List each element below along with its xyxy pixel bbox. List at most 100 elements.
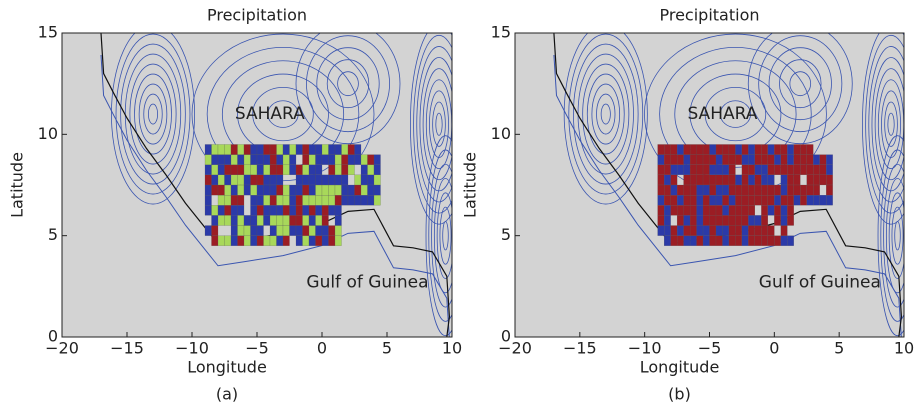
cell: [270, 236, 277, 246]
cell: [231, 175, 238, 185]
x-tick-label: 0: [317, 339, 327, 358]
cell: [361, 165, 368, 175]
cell: [742, 215, 749, 225]
cell: [768, 236, 775, 246]
cell: [794, 155, 801, 165]
cell: [283, 226, 290, 236]
cell: [813, 185, 820, 195]
cell: [283, 144, 290, 154]
cell: [277, 155, 284, 165]
cell: [671, 185, 678, 195]
cell: [303, 155, 310, 165]
cell: [800, 195, 807, 205]
cell: [710, 215, 717, 225]
y-tick-label: 10: [38, 124, 58, 143]
cell: [748, 144, 755, 154]
cell: [735, 215, 742, 225]
cell: [329, 165, 336, 175]
cell: [251, 155, 258, 165]
cell: [684, 185, 691, 195]
cell: [710, 185, 717, 195]
cell: [218, 165, 225, 175]
cell: [664, 185, 671, 195]
cell: [218, 205, 225, 215]
cell: [270, 215, 277, 225]
cell: [722, 236, 729, 246]
cell: [283, 185, 290, 195]
cell: [703, 215, 710, 225]
cell: [807, 195, 814, 205]
cell: [722, 185, 729, 195]
cell: [342, 144, 349, 154]
cell: [212, 185, 219, 195]
cell: [774, 165, 781, 175]
cell: [335, 165, 342, 175]
cell: [238, 165, 245, 175]
cell: [807, 185, 814, 195]
cell: [735, 144, 742, 154]
cell: [729, 205, 736, 215]
cell: [303, 195, 310, 205]
cell: [768, 165, 775, 175]
cell: [290, 205, 297, 215]
cell: [264, 205, 271, 215]
cell: [251, 226, 258, 236]
cell: [231, 165, 238, 175]
cell: [316, 205, 323, 215]
cell: [742, 236, 749, 246]
cell: [309, 175, 316, 185]
cell: [684, 215, 691, 225]
cell: [742, 226, 749, 236]
cell: [768, 175, 775, 185]
cell: [697, 226, 704, 236]
cell: [205, 175, 212, 185]
x-tick-label: 10: [894, 339, 914, 358]
cell: [257, 226, 264, 236]
cell: [774, 236, 781, 246]
cell: [355, 155, 362, 165]
cell: [781, 165, 788, 175]
cell: [277, 215, 284, 225]
cell: [729, 144, 736, 154]
cell: [348, 195, 355, 205]
cell: [735, 155, 742, 165]
cell: [238, 185, 245, 195]
cell: [277, 195, 284, 205]
cell: [374, 165, 381, 175]
cell: [335, 236, 342, 246]
cell: [729, 195, 736, 205]
cell: [716, 226, 723, 236]
cell: [748, 175, 755, 185]
x-tick-label: −15: [563, 339, 597, 358]
x-tick-label: −10: [628, 339, 662, 358]
cell: [807, 175, 814, 185]
cell: [826, 185, 833, 195]
cell: [251, 144, 258, 154]
cell: [703, 236, 710, 246]
cell: [664, 155, 671, 165]
cell: [316, 236, 323, 246]
cell: [316, 165, 323, 175]
cell: [205, 155, 212, 165]
cell: [671, 205, 678, 215]
cell: [716, 144, 723, 154]
cell: [264, 236, 271, 246]
cell: [257, 165, 264, 175]
cell: [303, 236, 310, 246]
cell: [664, 215, 671, 225]
y-axis-label: Latitude: [461, 152, 480, 218]
cell: [813, 165, 820, 175]
cell: [264, 215, 271, 225]
cell: [697, 144, 704, 154]
cell: [794, 175, 801, 185]
cell: [316, 175, 323, 185]
cell: [303, 226, 310, 236]
cell: [755, 155, 762, 165]
cell: [335, 175, 342, 185]
cell: [251, 165, 258, 175]
cell: [774, 185, 781, 195]
cell: [703, 144, 710, 154]
cell: [748, 226, 755, 236]
cell: [316, 195, 323, 205]
